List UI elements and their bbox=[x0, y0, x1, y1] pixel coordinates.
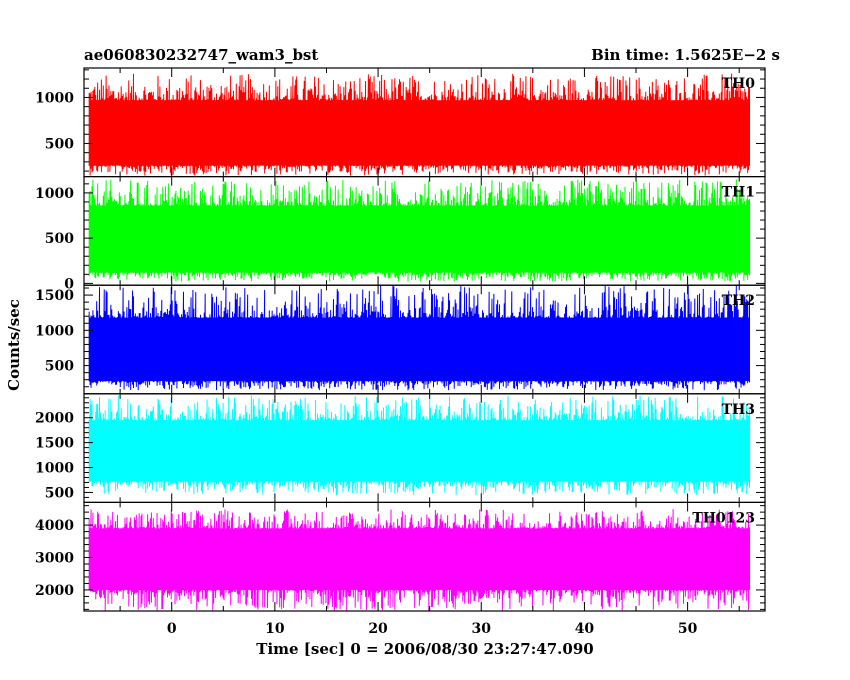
y-axis-label: Counts/sec bbox=[5, 299, 23, 391]
series-label-th2: TH2 bbox=[722, 293, 755, 309]
y-tick-label: 4000 bbox=[35, 518, 74, 534]
x-tick-label: 10 bbox=[265, 621, 285, 637]
y-tick-label: 1500 bbox=[35, 288, 74, 304]
series-label-th1: TH1 bbox=[722, 185, 755, 201]
series-line-th2 bbox=[88, 285, 751, 391]
panel-th3: 500 1000 1500 2000 TH3 bbox=[35, 393, 766, 503]
panel-th0123: 2000 3000 4000 TH0123 bbox=[35, 501, 766, 612]
series-line-th1 bbox=[88, 179, 751, 282]
y-tick-label: 1000 bbox=[35, 90, 74, 106]
y-tick-label: 500 bbox=[45, 231, 74, 247]
chart-title-right: Bin time: 1.5625E−2 s bbox=[591, 46, 780, 64]
y-tick-label: 1000 bbox=[35, 186, 74, 202]
y-tick-label: 0 bbox=[64, 276, 74, 292]
series-label-th3: TH3 bbox=[722, 402, 755, 418]
series-label-th0: TH0 bbox=[722, 76, 756, 92]
chart-title-left: ae060830232747_wam3_bst bbox=[84, 46, 318, 64]
y-tick-label: 3000 bbox=[35, 551, 74, 567]
series-label-th0123: TH0123 bbox=[692, 510, 755, 526]
series-line-th3 bbox=[88, 395, 751, 495]
x-tick-label: 50 bbox=[678, 621, 698, 637]
panel-th1: 0 500 1000 TH1 bbox=[35, 176, 766, 292]
y-tick-label: 1500 bbox=[35, 436, 74, 452]
y-tick-label: 2000 bbox=[35, 411, 74, 427]
x-tick-label: 0 bbox=[167, 621, 177, 637]
panel-th0: 500 1000 TH0 bbox=[35, 67, 766, 178]
x-axis-label: Time [sec] 0 = 2006/08/30 23:27:47.090 bbox=[256, 640, 593, 658]
y-tick-label: 1000 bbox=[35, 323, 74, 339]
series-line-th0123 bbox=[88, 509, 751, 611]
y-tick-label: 2000 bbox=[35, 583, 74, 599]
y-tick-label: 500 bbox=[45, 485, 74, 501]
y-tick-label: 500 bbox=[45, 359, 74, 375]
panel-frame bbox=[83, 501, 766, 612]
x-tick-label: 40 bbox=[575, 621, 595, 637]
y-tick-label: 500 bbox=[45, 136, 74, 152]
series-line-th0 bbox=[88, 73, 751, 176]
y-tick-label: 1000 bbox=[35, 461, 74, 477]
panel-th2: 500 1000 1500 TH2 bbox=[35, 284, 766, 395]
x-tick-label: 30 bbox=[472, 621, 492, 637]
x-tick-label: 20 bbox=[368, 621, 388, 637]
